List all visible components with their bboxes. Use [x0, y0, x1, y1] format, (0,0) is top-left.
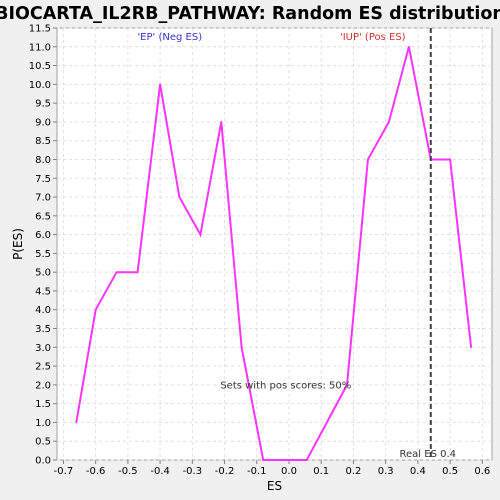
y-tick-label: 11.0: [29, 42, 51, 53]
data-point: [449, 158, 452, 161]
data-point: [159, 83, 162, 86]
y-tick-label: 1.0: [35, 418, 51, 429]
y-axis-title: P(ES): [11, 228, 25, 260]
real-es-label: Real ES 0.4: [400, 449, 456, 460]
x-tick-label: 0.5: [442, 466, 458, 477]
x-tick-label: 0.1: [313, 466, 329, 477]
x-tick-label: 0.4: [410, 466, 426, 477]
y-tick-label: 7.0: [35, 193, 51, 204]
x-tick-label: 0.0: [281, 466, 297, 477]
x-tick-label: 0.6: [474, 466, 490, 477]
y-tick-label: 0.5: [35, 437, 51, 448]
y-tick-label: 1.5: [35, 399, 51, 410]
data-point: [346, 383, 348, 386]
y-tick-label: 4.5: [35, 286, 51, 297]
y-tick-label: 2.5: [35, 362, 51, 373]
y-tick-label: 4.0: [35, 305, 51, 316]
data-point: [199, 233, 202, 236]
x-axis: -0.7 -0.6 -0.5 -0.4 -0.3 -0.2 -0.1 0.0 0.1 0.2 0.3…: [54, 460, 490, 477]
x-tick-label: -0.5: [118, 466, 138, 477]
data-point: [178, 196, 181, 198]
data-point: [136, 271, 139, 274]
data-point: [75, 421, 78, 424]
x-tick-label: -0.2: [215, 466, 235, 477]
y-tick-label: 8.5: [35, 136, 51, 147]
plot-area: [56, 27, 493, 461]
x-tick-label: -0.4: [150, 466, 170, 477]
y-tick-label: 5.5: [35, 249, 51, 260]
y-tick-label: 10.5: [29, 61, 51, 72]
x-axis-title: ES: [267, 479, 282, 493]
y-tick-label: 3.5: [35, 324, 51, 335]
y-tick-label: 2.0: [35, 380, 51, 391]
data-point: [470, 346, 472, 349]
y-tick-label: 8.0: [35, 155, 51, 166]
data-point: [288, 459, 290, 461]
y-tick-label: 11.5: [29, 24, 51, 35]
y-tick-label: 6.5: [35, 211, 51, 222]
y-tick-label: 10.0: [29, 80, 51, 91]
y-tick-label: 3.0: [35, 343, 51, 354]
pos-es-label: 'IUP' (Pos ES): [340, 32, 406, 43]
y-axis: 0.0 0.5 1.0 1.5 2.0 2.5 3.0 3.5 4.0 4.5 5.0 5.5 6.0 6…: [29, 24, 57, 467]
chart-title: BIOCARTA_IL2RB_PATHWAY: Random ES distri…: [0, 4, 500, 24]
x-tick-label: -0.7: [54, 466, 74, 477]
data-point: [305, 459, 308, 461]
y-tick-label: 6.0: [35, 230, 51, 241]
x-tick-label: 0.3: [378, 466, 394, 477]
sets-with-pos-scores-label: Sets with pos scores: 50%: [220, 381, 351, 392]
data-point: [240, 346, 243, 349]
x-tick-label: -0.1: [247, 466, 267, 477]
data-point: [220, 121, 223, 123]
y-tick-label: 5.0: [35, 268, 51, 279]
data-point: [387, 121, 390, 123]
y-tick-label: 9.5: [35, 99, 51, 110]
y-tick-label: 7.5: [35, 174, 51, 185]
grid: [57, 27, 492, 461]
data-point: [367, 158, 369, 161]
neg-es-label: 'EP' (Neg ES): [137, 32, 202, 43]
y-tick-label: 9.0: [35, 117, 51, 128]
data-point: [115, 271, 118, 274]
x-tick-label: -0.3: [183, 466, 203, 477]
data-point: [407, 45, 410, 48]
x-tick-label: -0.6: [86, 466, 106, 477]
data-point: [94, 308, 97, 311]
x-tick-label: 0.2: [345, 466, 361, 477]
y-tick-label: 0.0: [35, 456, 51, 467]
data-point: [262, 459, 265, 461]
